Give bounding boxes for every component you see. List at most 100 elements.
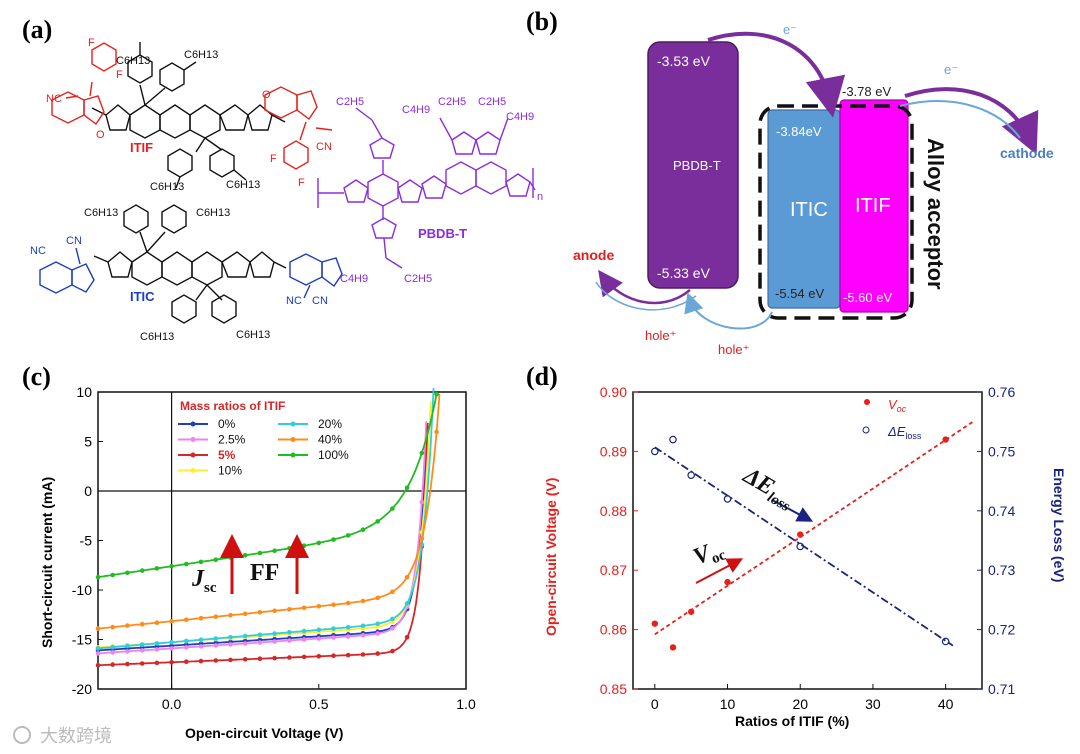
jv-point (125, 643, 130, 649)
jv-point (316, 604, 322, 609)
jv-point (125, 649, 130, 654)
itic-name: ITIC (130, 289, 155, 304)
pbdbt-lumo-label: -3.53 eV (657, 53, 711, 69)
legend-voc-marker (864, 399, 870, 405)
panel-label-a: (a) (22, 15, 52, 44)
itif-hexyl-3: C6H13 (150, 181, 184, 193)
itic-hexyl-4: C6H13 (236, 329, 270, 341)
jv-point (404, 485, 410, 491)
jv-point (419, 499, 425, 505)
jv-point (331, 653, 336, 658)
eloss-point (723, 495, 732, 503)
hole-arrow-1b (595, 281, 697, 311)
pbdbt-molecule (317, 107, 536, 269)
pbdbt-c4h9-1: C4H9 (402, 104, 430, 116)
jv-y-tick-label: 5 (84, 434, 92, 450)
electron-transfer-arrow-2 (904, 87, 1039, 155)
panel-b-energy-diagram: -3.53 eV PBDB-T -5.33 eV -3.84eV ITIC -5… (573, 22, 1054, 357)
jv-point (169, 660, 174, 665)
itic-lumo-label: -3.84eV (776, 124, 822, 139)
voc-left-tick-label: 0.89 (600, 443, 627, 459)
jv-point (213, 636, 219, 641)
itic-hexyl-1: C6H13 (84, 207, 118, 219)
jv-point (345, 634, 351, 639)
jv-point (213, 614, 219, 619)
jv-point (272, 608, 277, 614)
jv-point (257, 550, 263, 556)
jv-point (434, 429, 439, 435)
electron-transfer-arrow-2b (899, 100, 1021, 139)
voc-series (651, 419, 976, 651)
eloss-annotation: ΔEloss (737, 462, 800, 515)
voc-left-axis-title: Open-circuit Voltage (V) (543, 478, 559, 636)
jv-curve (97, 394, 438, 578)
itic-homo-label: -5.54 eV (775, 286, 824, 301)
voc-right-tick-label: 0.71 (988, 681, 1015, 697)
jv-point (198, 637, 204, 642)
jv-point (213, 643, 219, 648)
voc-right-tick-label: 0.72 (988, 622, 1015, 638)
voc-point (687, 608, 695, 615)
voc-eloss-chart: 0.85 0.86 0.87 0.88 0.89 0.90 0.71 0.72 0.73 0.74… (543, 384, 1067, 729)
itif-atom-labels: F F NC O O CN F F C6H13 C6H13 C6H13 C6H1… (46, 37, 332, 193)
jv-point (110, 572, 115, 578)
eloss-trend-arrow (771, 499, 814, 522)
jv-legend-marker (190, 421, 196, 427)
panel-label-b: (b) (526, 7, 558, 36)
jv-point (184, 659, 189, 664)
jv-legend-marker (190, 437, 196, 442)
jv-point (257, 610, 263, 615)
jv-point (242, 657, 248, 662)
itic-end-groups (39, 247, 343, 299)
jv-point (375, 631, 381, 636)
jv-legend-title: Mass ratios of ITIF (180, 399, 285, 413)
jv-axis-ticks: -20 -15 -10 -5 0 5 10 0.0 0.5 1.0 (72, 384, 476, 712)
jv-point (139, 568, 145, 573)
legend-voc-label: Voc (888, 397, 907, 414)
pbdbt-homo-label: -5.33 eV (657, 265, 711, 281)
jv-point (272, 548, 277, 553)
voc-x-axis-title: Ratios of ITIF (%) (735, 713, 849, 729)
jv-point (125, 623, 130, 628)
jv-y-tick-label: 10 (76, 384, 92, 400)
anode-label: anode (573, 247, 614, 263)
itic-atom-labels: C6H13 C6H13 C6H13 C6H13 NC CN NC CN ITIC (30, 207, 328, 343)
jv-point (125, 570, 130, 576)
jv-point (198, 658, 204, 664)
jv-legend-marker (190, 468, 196, 473)
voc-fit-line (654, 419, 976, 636)
jv-point (272, 655, 277, 661)
itic-nc-right: NC (286, 295, 302, 307)
jv-point (404, 635, 410, 640)
itif-hexyl-4: C6H13 (226, 179, 260, 191)
jv-legend: Mass ratios of ITIF 0% 2.5%5% 10% 20% 40%100… (178, 399, 349, 478)
jv-legend-label: 0% (218, 417, 236, 431)
jv-curve (97, 393, 441, 630)
jv-point (375, 651, 381, 656)
itif-hexyl-2: C6H13 (184, 49, 218, 61)
jv-curve (97, 422, 429, 652)
panel-a-structures: F F NC O O CN F F C6H13 C6H13 C6H13 C6H1… (30, 37, 543, 343)
jv-point (184, 617, 189, 622)
jv-point (95, 646, 101, 651)
jv-curve (97, 401, 432, 649)
jv-point (154, 566, 160, 571)
hole-label-1: hole⁺ (645, 328, 676, 343)
pbdbt-c2h5-4: C2H5 (404, 273, 432, 285)
jv-point (95, 662, 101, 668)
voc-right-tick-label: 0.76 (988, 384, 1015, 400)
jv-point (390, 589, 395, 595)
jv-legend-label: 10% (218, 464, 242, 478)
jv-point (257, 632, 263, 638)
jv-point (272, 639, 277, 644)
legend-eloss-marker (862, 426, 870, 434)
jv-point (213, 557, 219, 562)
jv-point (272, 631, 277, 636)
eloss-point (669, 435, 677, 444)
jv-series-20pct (95, 387, 435, 651)
voc-point (797, 531, 804, 538)
pbdbt-atom-labels: C2H5 C4H9 C2H5 C2H5 C4H9 C4H9 C2H5 n PBD… (336, 96, 543, 285)
itic-nc-left: NC (30, 245, 46, 257)
jv-legend-marker (290, 421, 296, 427)
